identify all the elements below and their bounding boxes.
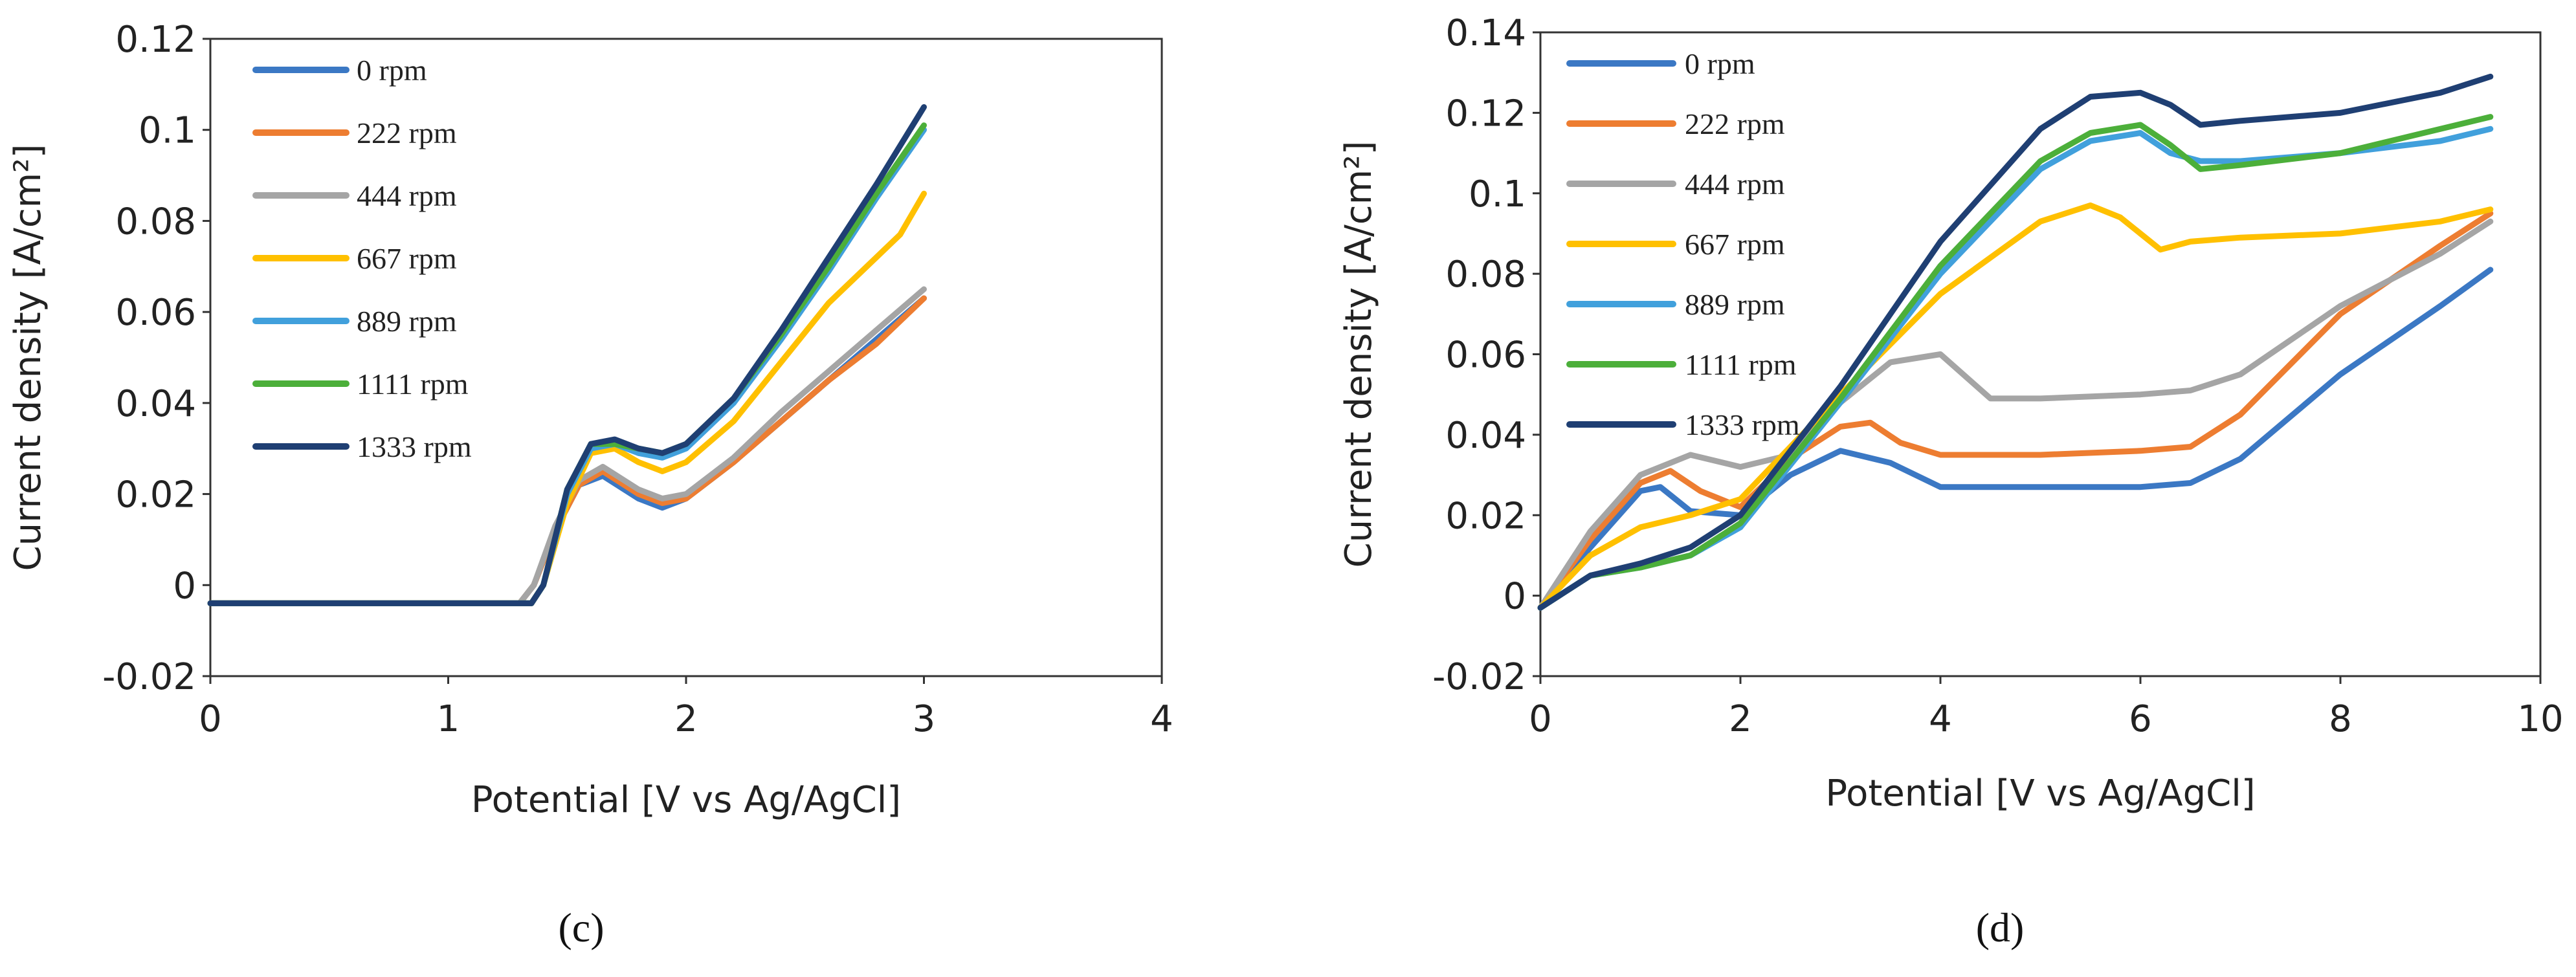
series-line: [1537, 267, 2494, 611]
legend-label: 667 rpm: [357, 242, 457, 275]
y-tick-label: 0.06: [115, 292, 196, 334]
y-tick-label: 0.1: [1469, 173, 1526, 215]
y-tick-label: 0.02: [1445, 495, 1526, 537]
legend-label: 0 rpm: [1685, 47, 1755, 80]
legend-label: 1111 rpm: [357, 368, 469, 401]
series-line: [1537, 210, 2494, 611]
series-line: [207, 127, 927, 606]
y-tick-label: 0: [173, 565, 196, 607]
y-axis-label: Current density [A/cm²]: [1338, 141, 1380, 568]
x-axis-label: Potential [V vs Ag/AgCl]: [1825, 773, 2255, 815]
series-line: [207, 104, 927, 606]
y-tick-label: 0.12: [115, 19, 196, 61]
x-tick-label: 0: [1529, 698, 1552, 740]
y-tick-label: 0.04: [115, 383, 196, 425]
x-tick-label: 2: [674, 698, 698, 740]
legend-label: 1111 rpm: [1685, 348, 1797, 381]
series-line: [1537, 202, 2494, 611]
x-tick-label: 4: [1929, 698, 1952, 740]
y-tick-label: 0.14: [1445, 12, 1526, 54]
x-axis-label: Potential [V vs Ag/AgCl]: [471, 779, 901, 821]
series-line: [1537, 73, 2494, 611]
series-line: [207, 286, 927, 606]
series-line: [1537, 114, 2494, 611]
y-tick-label: 0.08: [1445, 254, 1526, 296]
legend-label: 889 rpm: [1685, 288, 1785, 321]
x-tick-label: 6: [2129, 698, 2152, 740]
y-tick-label: 0.04: [1445, 415, 1526, 457]
legend-label: 667 rpm: [1685, 228, 1785, 261]
y-tick-label: 0.06: [1445, 335, 1526, 377]
y-tick-label: 0.12: [1445, 93, 1526, 135]
x-tick-label: 2: [1729, 698, 1752, 740]
legend-label: 889 rpm: [357, 305, 457, 338]
legend-label: 444 rpm: [1685, 168, 1785, 201]
x-tick-label: 0: [199, 698, 222, 740]
y-tick-label: -0.02: [102, 656, 196, 698]
y-tick-label: 0.08: [115, 201, 196, 243]
plot-frame: [209, 38, 1163, 677]
x-tick-label: 1: [437, 698, 460, 740]
series-line: [1537, 218, 2494, 611]
y-tick-label: 0.1: [139, 110, 196, 152]
x-tick-label: 3: [913, 698, 936, 740]
y-axis-label: Current density [A/cm²]: [7, 144, 49, 571]
panel-caption: (d): [1976, 905, 2025, 950]
series-line: [207, 295, 927, 606]
x-tick-label: 10: [2517, 698, 2563, 740]
y-tick-label: -0.02: [1432, 656, 1526, 698]
legend-label: 0 rpm: [357, 54, 427, 87]
legend-label: 222 rpm: [1685, 107, 1785, 140]
x-tick-label: 4: [1150, 698, 1173, 740]
panel-caption: (c): [558, 905, 604, 950]
y-tick-label: 0.02: [115, 474, 196, 516]
legend-label: 444 rpm: [357, 179, 457, 212]
x-tick-label: 8: [2329, 698, 2352, 740]
legend-label: 1333 rpm: [1685, 408, 1800, 441]
legend-label: 1333 rpm: [357, 430, 472, 463]
legend-label: 222 rpm: [357, 116, 457, 149]
series-line: [207, 295, 927, 606]
y-tick-label: 0: [1503, 576, 1526, 618]
